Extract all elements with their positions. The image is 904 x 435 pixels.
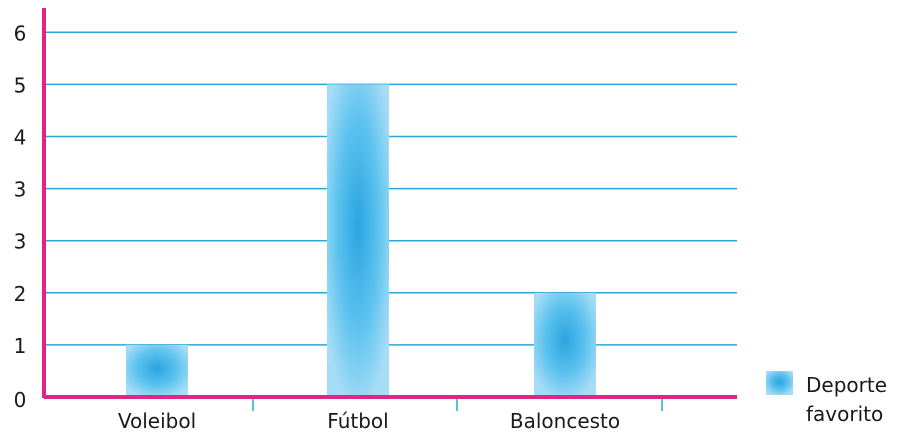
x-axis-tick-marks <box>252 399 663 411</box>
y-axis-tick-labels: 0123345678 <box>14 21 27 412</box>
y-tick-label: 4 <box>14 126 27 150</box>
bars <box>126 84 596 398</box>
legend-label-line2: favorito <box>806 402 883 426</box>
y-tick-label: 6 <box>14 21 27 45</box>
legend-label-line1: Deporte <box>806 373 887 397</box>
gridlines <box>44 31 737 346</box>
bar-baloncesto <box>534 292 596 397</box>
y-tick-label: 3 <box>14 230 27 254</box>
x-category-label: Fútbol <box>327 409 388 433</box>
y-tick-label: 0 <box>14 388 27 412</box>
y-tick-label: 1 <box>14 334 27 358</box>
y-tick-label: 2 <box>14 282 27 306</box>
x-category-label: Baloncesto <box>510 409 620 433</box>
legend: Deporte favorito <box>766 371 887 426</box>
legend-swatch <box>766 371 793 395</box>
x-axis-category-labels: Voleibol Fútbol Baloncesto <box>118 409 620 433</box>
x-category-label: Voleibol <box>118 409 196 433</box>
y-tick-label: 5 <box>14 73 27 97</box>
y-tick-label: 3 <box>14 178 27 202</box>
bar-voleibol <box>126 344 188 397</box>
bar-f-tbol <box>327 84 389 398</box>
